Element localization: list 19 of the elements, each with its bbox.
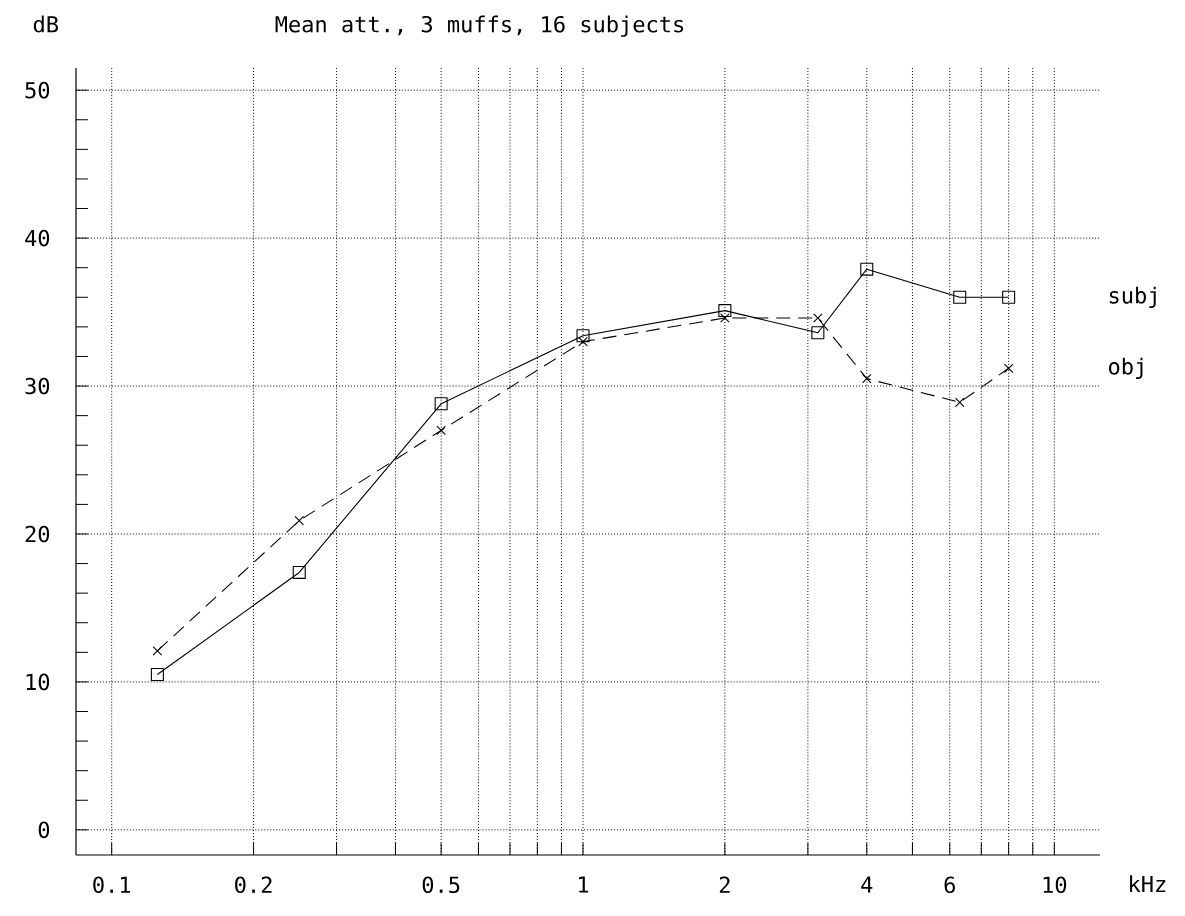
y-axis-title: dB bbox=[33, 15, 58, 33]
x-tick-label: 0.5 bbox=[422, 876, 460, 894]
text: subj bbox=[1109, 286, 1156, 308]
chart-title: Mean att., 3 muffs, 16 subjects bbox=[275, 15, 684, 37]
y-tick-label: 10 bbox=[26, 673, 50, 691]
x-tick-label: 6 bbox=[944, 876, 955, 894]
y-tick-label: 50 bbox=[25, 81, 50, 99]
y-tick-label: 30 bbox=[25, 377, 50, 395]
x-tick-label: 1 bbox=[579, 876, 589, 893]
y-tick-label: 40 bbox=[25, 229, 50, 247]
y-tick-label: 0 bbox=[38, 821, 50, 839]
x-tick-label: 10 bbox=[1043, 876, 1067, 894]
text: obj bbox=[1109, 357, 1143, 379]
x-tick-label: 0.2 bbox=[235, 876, 272, 894]
y-tick-label: 20 bbox=[25, 525, 50, 543]
x-tick-label: 0.1 bbox=[93, 876, 131, 894]
x-tick-label: 2 bbox=[719, 876, 730, 893]
x-axis-title: kHz bbox=[1130, 875, 1166, 892]
x-tick-label: 4 bbox=[861, 876, 873, 893]
